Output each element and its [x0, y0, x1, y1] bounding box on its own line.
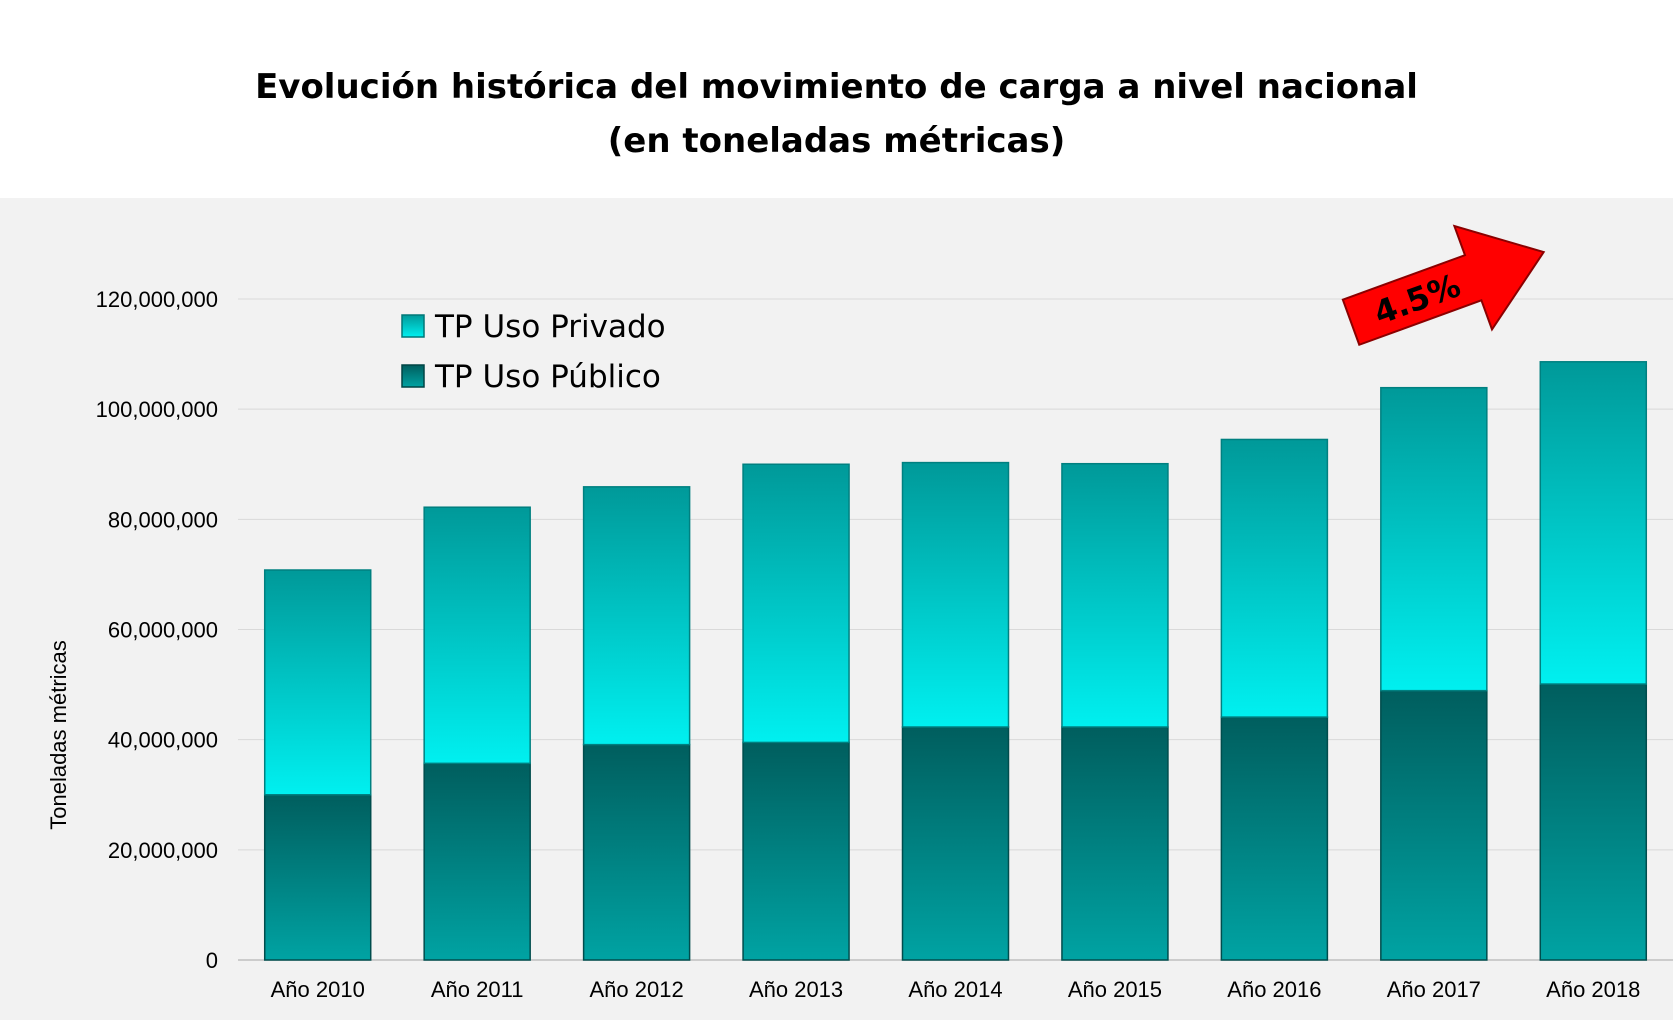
x-tick-label: Año 2017 — [1387, 977, 1481, 1002]
bar-uso-publico — [1539, 683, 1648, 961]
y-axis-label: Toneladas métricas — [46, 640, 71, 830]
bar-uso-publico — [901, 726, 1010, 961]
x-tick-label: Año 2013 — [749, 977, 843, 1002]
bar-uso-privado — [742, 463, 850, 744]
x-tick-label: Año 2010 — [271, 977, 365, 1002]
bar-uso-privado — [582, 486, 691, 746]
bar-uso-publico — [263, 794, 372, 961]
bar-uso-privado — [263, 569, 372, 796]
x-tick-label: Año 2015 — [1068, 977, 1162, 1002]
bar-uso-privado — [1380, 386, 1488, 692]
x-tick-label: Año 2011 — [431, 977, 524, 1002]
y-axis-ticks: 0 20,000,000 40,000,000 60,000,000 80,000,00… — [96, 287, 218, 973]
x-axis-ticks: Año 2010 Año 2011 Año 2012 Año 2013 Año 2014… — [271, 977, 1641, 1002]
legend-swatch-private — [401, 314, 425, 338]
legend-label-private: TP Uso Privado — [434, 309, 666, 345]
y-tick-label: 60,000,000 — [108, 618, 218, 643]
y-tick-label: 0 — [206, 948, 218, 973]
arrow-icon — [1341, 224, 1546, 347]
growth-arrow-annotation: 4.5% — [1341, 224, 1546, 347]
y-tick-label: 20,000,000 — [108, 838, 218, 863]
x-tick-label: Año 2012 — [590, 977, 684, 1002]
bar-uso-privado — [1061, 462, 1169, 728]
bar-uso-publico — [1061, 726, 1169, 961]
bar-uso-privado — [901, 461, 1010, 728]
bar-uso-publico — [1220, 716, 1329, 961]
bar-uso-publico — [582, 743, 691, 961]
bar-uso-privado — [1539, 361, 1648, 685]
y-tick-label: 120,000,000 — [96, 287, 218, 312]
chart-title-block: Evolución histórica del movimiento de ca… — [0, 60, 1673, 168]
x-tick-label: Año 2014 — [908, 977, 1002, 1002]
y-tick-label: 100,000,000 — [96, 397, 218, 422]
legend-swatch-public — [401, 364, 425, 388]
bar-uso-privado — [423, 506, 531, 765]
chart-title: Evolución histórica del movimiento de ca… — [255, 67, 1418, 107]
x-tick-label: Año 2016 — [1227, 977, 1321, 1002]
bar-uso-privado — [1220, 438, 1329, 718]
legend: TP Uso Privado TP Uso Público — [401, 309, 666, 395]
chart-subtitle: (en toneladas métricas) — [607, 121, 1066, 161]
bar-uso-publico — [1380, 689, 1488, 961]
legend-label-public: TP Uso Público — [434, 359, 661, 395]
y-tick-label: 80,000,000 — [108, 507, 218, 532]
bar-uso-publico — [742, 741, 850, 961]
bar-uso-publico — [423, 762, 531, 961]
bars — [263, 361, 1648, 961]
y-tick-label: 40,000,000 — [108, 728, 218, 753]
x-tick-label: Año 2018 — [1546, 977, 1640, 1002]
